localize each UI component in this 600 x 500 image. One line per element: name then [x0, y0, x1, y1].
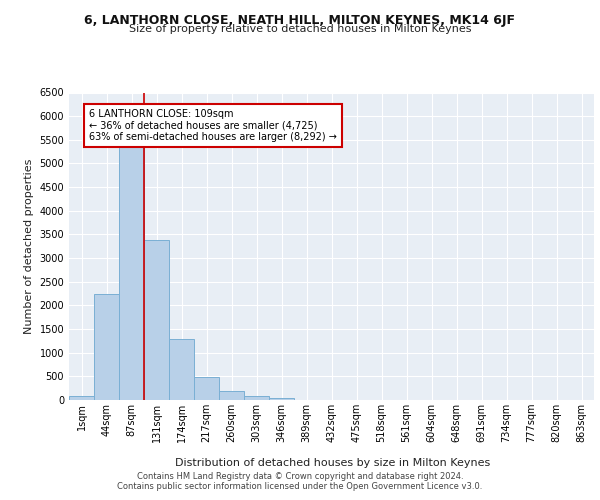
Bar: [94, 294, 119, 400]
Bar: [244, 396, 269, 400]
Y-axis label: Number of detached properties: Number of detached properties: [24, 158, 34, 334]
Bar: [194, 377, 219, 400]
Text: Size of property relative to detached houses in Milton Keynes: Size of property relative to detached ho…: [129, 24, 471, 34]
Text: Distribution of detached houses by size in Milton Keynes: Distribution of detached houses by size …: [175, 458, 491, 468]
Bar: [119, 142, 144, 400]
Bar: [144, 240, 169, 400]
Text: 6, LANTHORN CLOSE, NEATH HILL, MILTON KEYNES, MK14 6JF: 6, LANTHORN CLOSE, NEATH HILL, MILTON KE…: [85, 14, 515, 27]
Bar: [169, 338, 194, 400]
Bar: [219, 391, 244, 400]
Text: Contains public sector information licensed under the Open Government Licence v3: Contains public sector information licen…: [118, 482, 482, 491]
Bar: [269, 398, 294, 400]
Text: 6 LANTHORN CLOSE: 109sqm
← 36% of detached houses are smaller (4,725)
63% of sem: 6 LANTHORN CLOSE: 109sqm ← 36% of detach…: [89, 109, 337, 142]
Bar: [69, 396, 94, 400]
Text: Contains HM Land Registry data © Crown copyright and database right 2024.: Contains HM Land Registry data © Crown c…: [137, 472, 463, 481]
